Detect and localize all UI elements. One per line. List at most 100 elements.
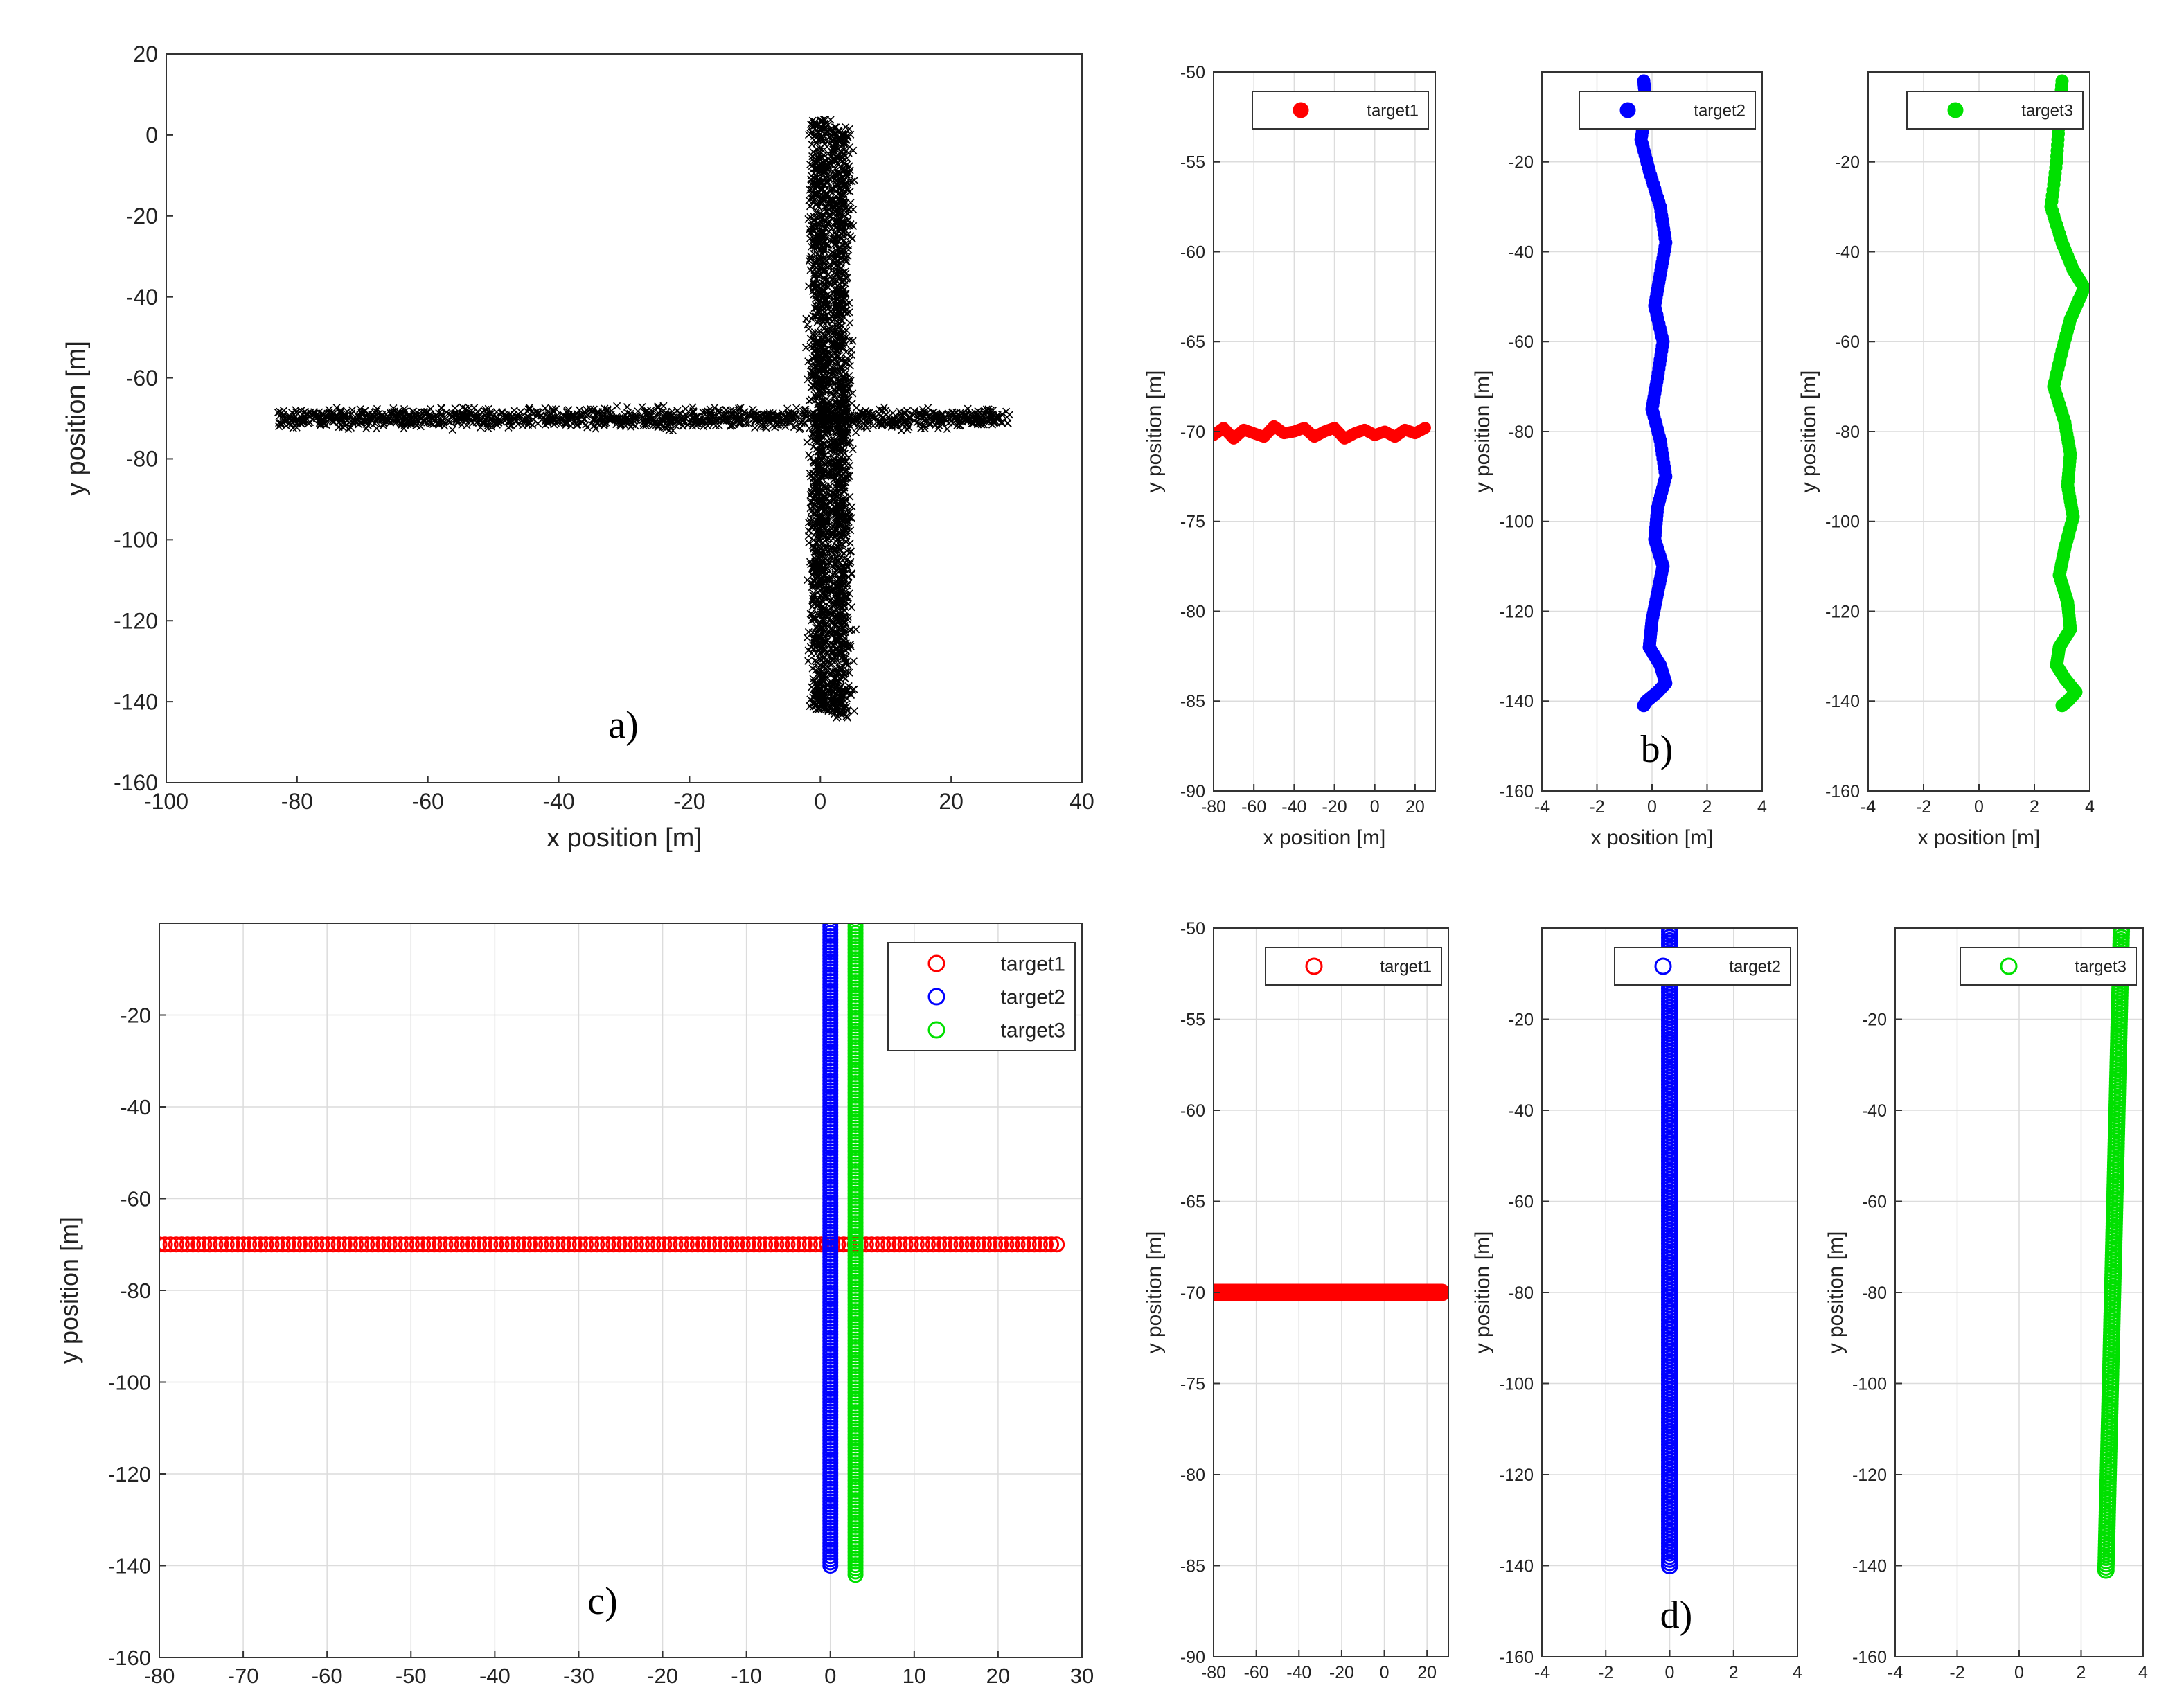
data-point [821,340,829,348]
data-point [173,1236,190,1253]
data-point [797,419,806,427]
data-point [820,705,828,713]
data-point [837,553,845,562]
series-target3 [2044,74,2090,713]
x-tick-label: -100 [144,789,188,814]
data-point [822,706,831,714]
data-point [842,161,851,169]
data-point [833,687,842,695]
chart-panel-b1: -80 -60 -40 -20 0 20-50-55-60-65-70-75-80-85-… [1143,63,1436,849]
data-point [848,503,856,511]
y-tick-label: -65 [1180,332,1205,352]
data-point [823,282,831,291]
data-point [833,542,841,551]
data-point [833,535,842,544]
data-point [446,418,454,426]
data-point [428,413,436,422]
data-point [848,235,857,243]
data-point [623,409,632,417]
data-point [864,420,872,428]
data-point [461,416,470,424]
data-point [810,544,818,553]
data-point [598,413,606,421]
data-point [813,189,821,197]
data-point [567,422,575,430]
data-point [330,1236,347,1253]
data-point [878,407,887,415]
data-point [667,1236,684,1253]
y-tick-label: -140 [114,689,158,714]
data-point [806,702,814,711]
data-point [622,1236,639,1253]
data-point [811,643,819,652]
data-point [826,235,835,244]
data-point [405,415,414,423]
data-point [810,473,818,481]
data-point [580,408,589,416]
data-point [373,425,381,433]
data-point [734,1236,751,1253]
legend-box [1579,91,1756,130]
data-point [560,1236,577,1253]
data-point [299,417,308,425]
data-point [888,422,896,430]
data-point [779,1236,796,1253]
data-point [812,274,820,283]
data-point [437,404,445,412]
data-point [970,1236,986,1253]
data-point [809,371,817,380]
data-point [831,421,840,429]
data-point [820,299,828,308]
data-point [634,407,642,416]
data-point [959,413,968,422]
data-point [897,1236,914,1253]
data-point [491,419,499,427]
data-point [311,413,319,421]
data-point [302,410,310,418]
data-point [471,1236,488,1253]
data-point [820,276,828,284]
x-tick-label: 0 [1370,797,1380,817]
data-point [1947,102,1964,118]
legend-box [1906,91,2084,130]
data-point [229,1236,246,1253]
data-point [843,694,851,703]
data-point [810,559,819,568]
data-point [813,594,822,603]
data-point [838,434,846,443]
data-point [561,419,569,427]
data-point [845,472,853,480]
y-tick-label: -160 [114,770,158,795]
x-tick-label: -80 [1201,797,1226,817]
data-point [829,150,837,158]
data-point [806,504,815,513]
data-point [432,1236,448,1253]
data-point [822,566,831,574]
data-point [729,1236,745,1253]
data-point [285,1236,302,1253]
data-point [837,249,846,257]
y-tick-label: -90 [1180,782,1205,801]
data-point [840,670,848,678]
data-point [955,412,963,420]
series-group [1214,420,1431,445]
data-point [835,511,843,519]
series-target1 [1214,420,1431,445]
data-point [837,193,846,202]
data-point [818,611,826,619]
data-point [810,630,819,639]
data-point [953,1236,970,1253]
data-point [809,249,817,258]
data-point [817,562,826,570]
data-point [641,416,650,424]
data-point [606,411,614,420]
data-point [829,601,837,609]
data-point [682,404,690,413]
data-point [819,619,828,628]
data-point [419,416,427,425]
data-point [790,1236,807,1253]
y-tick-label: -60 [126,366,158,391]
data-point [829,640,837,649]
x-tick-label: 20 [1405,797,1425,817]
data-point [828,148,837,157]
